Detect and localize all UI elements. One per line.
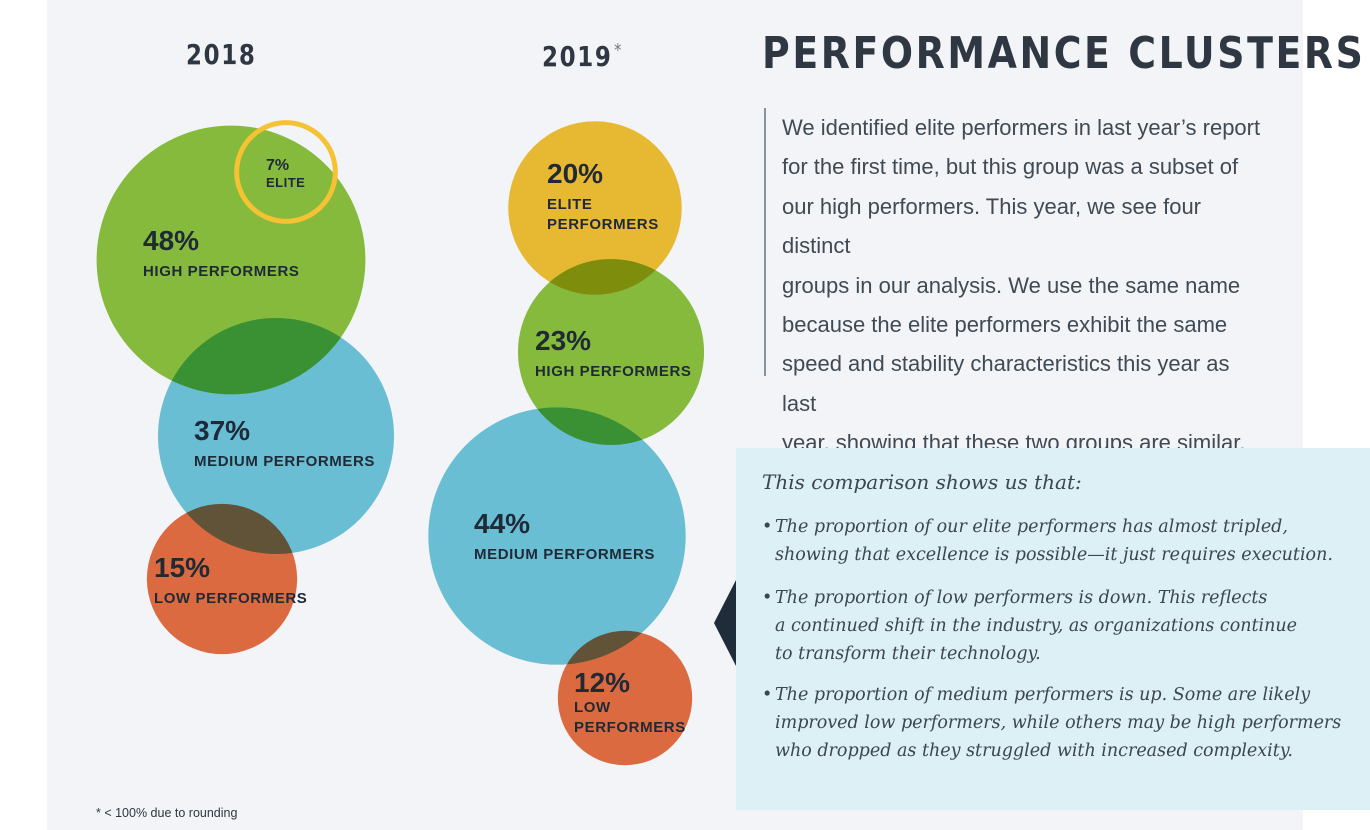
callout-pointer-mask (736, 580, 742, 666)
bubble-value-label: 12% (574, 667, 630, 698)
callout-heading: This comparison shows us that: (762, 470, 1082, 494)
callout-bullet: • The proportion of medium performers is… (762, 681, 1362, 765)
bubble-value-label: 20% (547, 158, 603, 189)
intro-line: groups in our analysis. We use the same … (782, 272, 1241, 298)
intro-line: because the elite performers exhibit the… (782, 312, 1228, 338)
callout-pointer (714, 580, 736, 666)
callout-bullet: • The proportion of our elite performers… (762, 513, 1362, 569)
bubble-medium-performers (428, 407, 686, 665)
bubble-name-label: ELITE (266, 175, 305, 190)
bubble-name-label: LOW PERFORMERS (154, 590, 307, 607)
bullet-line: a continued shift in the industry, as or… (775, 616, 1298, 636)
bullet-line: showing that excellence is possible—it j… (775, 545, 1333, 565)
intro-text: We identified elite performers in last y… (764, 108, 1264, 455)
intro-line: for the first time, but this group was a… (782, 154, 1239, 180)
bullet-line: The proportion of low performers is down… (775, 588, 1268, 608)
bubble-value-label: 48% (143, 225, 199, 256)
bubble-low-performers (146, 503, 298, 655)
footnote: * < 100% due to rounding (96, 806, 238, 820)
bubble-name-label: PERFORMERS (574, 719, 686, 736)
bullet-line: The proportion of medium performers is u… (775, 685, 1311, 705)
bullet-marker: • (762, 588, 773, 608)
chart-2019-title-text: 2019 (542, 40, 613, 73)
bubble-name-label: MEDIUM PERFORMERS (474, 546, 655, 563)
intro-line: our high performers. This year, we see f… (782, 193, 1202, 259)
bubble-name-label: PERFORMERS (547, 216, 659, 233)
bullet-line: to transform their technology. (775, 644, 1041, 664)
chart-2018-title-text: 2018 (186, 38, 257, 71)
bubble-elite-performers (508, 121, 682, 295)
chart-2019-title: 2019* (542, 40, 621, 73)
chart-2019-bubbles: 20% ELITE PERFORMERS 23% HIGH PERFORMERS 44% M… (428, 121, 705, 766)
bubble-name-label: ELITE (547, 196, 593, 213)
bubble-name-label: HIGH PERFORMERS (535, 363, 692, 380)
bullet-line: The proportion of our elite performers h… (775, 517, 1288, 537)
bubble-high-performers (517, 258, 705, 446)
bubble-value-label: 44% (474, 508, 530, 539)
bubble-elite (234, 120, 338, 224)
bullet-marker: • (762, 517, 773, 537)
bubble-name-label: LOW (574, 699, 611, 716)
bullet-marker: • (762, 685, 773, 705)
callout-bullet: • The proportion of low performers is do… (762, 584, 1362, 668)
intro-line: speed and stability characteristics this… (782, 351, 1230, 416)
bubble-name-label: MEDIUM PERFORMERS (194, 453, 375, 470)
bubble-value-label: 23% (535, 325, 591, 356)
bubble-name-label: HIGH PERFORMERS (143, 263, 300, 280)
chart-2018-title: 2018 (186, 38, 256, 71)
bullet-line: who dropped as they struggled with incre… (775, 741, 1293, 761)
bubble-value-label: 7% (266, 157, 289, 174)
chart-2018-bubbles: 48% HIGH PERFORMERS 37% MEDIUM PERFORMERS 15… (96, 120, 395, 655)
callout-box (736, 448, 1370, 810)
chart-2019-title-mark: * (614, 40, 622, 61)
bubble-medium-performers (157, 317, 395, 555)
bubble-value-label: 15% (154, 552, 210, 583)
intro-line: We identified elite performers in last y… (782, 115, 1261, 140)
bubble-value-label: 37% (194, 415, 250, 446)
bubble-low-performers (557, 630, 693, 766)
bullet-line: improved low performers, while others ma… (775, 713, 1342, 733)
page-title: PERFORMANCE CLUSTERS (762, 28, 1366, 79)
